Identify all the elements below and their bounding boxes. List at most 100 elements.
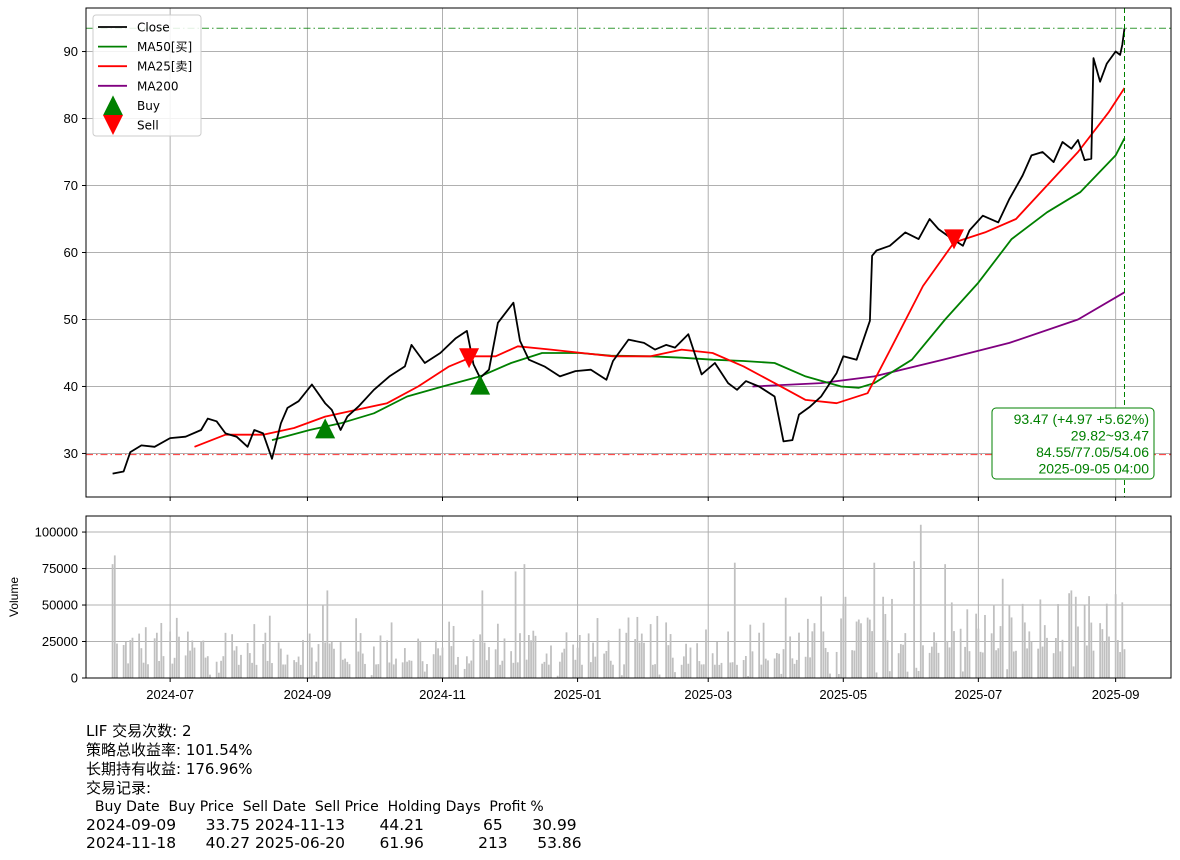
volume-bar xyxy=(589,662,592,678)
volume-bar xyxy=(390,622,393,678)
x-tick-label: 2025-09 xyxy=(1092,687,1140,702)
volume-bar xyxy=(200,641,203,678)
legend-sell-label: Sell xyxy=(137,119,159,133)
volume-bar xyxy=(432,654,435,678)
volume-bar xyxy=(426,664,428,678)
volume-bar xyxy=(618,628,621,678)
volume-bar xyxy=(913,561,916,678)
volume-bar xyxy=(186,631,189,678)
volume-bar xyxy=(202,640,205,678)
volume-bar xyxy=(439,655,442,678)
volume-bar xyxy=(928,652,931,678)
volume-bar xyxy=(184,655,187,678)
volume-bar xyxy=(324,642,327,678)
volume-bar xyxy=(1057,604,1059,678)
volume-bar xyxy=(364,663,366,678)
volume-bar xyxy=(299,664,302,678)
volume-bar xyxy=(454,664,457,678)
volume-bar xyxy=(1119,652,1121,678)
volume-bar xyxy=(603,653,606,678)
volume-bar xyxy=(530,640,532,678)
volume-bar xyxy=(574,659,577,678)
volume-bar xyxy=(576,647,579,678)
volume-bar xyxy=(784,597,787,678)
volume-bar xyxy=(379,635,382,678)
volume-bar xyxy=(1026,648,1028,678)
volume-bar xyxy=(450,646,453,678)
volume-bar xyxy=(1099,623,1102,678)
volume-bar xyxy=(457,656,459,678)
volume-bar xyxy=(344,658,346,678)
volume-y-tick-label: 100000 xyxy=(35,525,78,540)
legend-ma50-label: MA50[买] xyxy=(137,40,192,54)
volume-bar xyxy=(1001,578,1004,678)
volume-bar xyxy=(1105,603,1108,678)
volume-bar xyxy=(1021,603,1024,678)
volume-bar xyxy=(762,622,765,678)
x-tick-label: 2024-07 xyxy=(146,687,194,702)
price-y-tick-label: 60 xyxy=(64,245,78,260)
volume-bar xyxy=(875,672,878,678)
legend-box xyxy=(92,14,202,137)
volume-bar xyxy=(499,664,501,678)
volume-bar xyxy=(835,651,838,678)
volume-bar xyxy=(224,632,227,678)
volume-bar xyxy=(1023,622,1026,678)
volume-y-tick-label: 50000 xyxy=(42,598,78,613)
volume-bar xyxy=(173,657,176,678)
x-tick-label: 2025-01 xyxy=(554,687,602,702)
volume-bar xyxy=(377,664,380,678)
records-title: 交易记录: xyxy=(86,779,152,797)
volume-bar xyxy=(638,642,641,678)
volume-bar xyxy=(206,656,209,678)
volume-bar xyxy=(561,652,563,678)
volume-bar xyxy=(175,617,178,678)
volume-bar xyxy=(1083,605,1086,678)
volume-bar xyxy=(696,643,699,678)
ma200-line xyxy=(752,291,1125,388)
price-y-tick-label: 40 xyxy=(64,379,78,394)
volume-bar xyxy=(410,660,413,678)
volume-bar xyxy=(953,631,955,678)
volume-bar xyxy=(727,631,730,678)
volume-bar xyxy=(233,650,236,678)
volume-bar xyxy=(758,632,761,678)
volume-bar xyxy=(1015,650,1017,678)
price-y-tick-label: 30 xyxy=(64,446,78,461)
volume-bar xyxy=(370,675,373,678)
volume-bar xyxy=(468,663,470,678)
volume-bar xyxy=(623,664,625,678)
volume-bar xyxy=(749,624,752,678)
volume-bar xyxy=(448,621,451,678)
volume-bar xyxy=(328,643,331,678)
volume-bar xyxy=(519,633,521,678)
volume-bar xyxy=(375,664,377,678)
volume-bar xyxy=(333,648,335,678)
volume-bar xyxy=(946,640,949,678)
volume-bar xyxy=(594,656,597,678)
volume-bar xyxy=(935,642,938,678)
volume-bar xyxy=(1043,625,1046,678)
volume-bar xyxy=(654,664,656,678)
volume-bar xyxy=(705,629,707,678)
volume-bar xyxy=(527,635,530,678)
volume-bar xyxy=(581,664,583,678)
volume-bar xyxy=(665,622,668,678)
volume-bar xyxy=(813,623,816,678)
volume-bar xyxy=(733,562,736,678)
price-y-tick-label: 70 xyxy=(64,178,78,193)
trade-row: 2024-09-09 33.75 2024-11-13 44.21 65 30.… xyxy=(86,816,577,834)
volume-bar xyxy=(713,664,716,678)
volume-bar xyxy=(736,664,738,678)
volume-bar xyxy=(501,660,504,678)
volume-bar xyxy=(558,661,561,678)
volume-bar xyxy=(780,673,783,678)
volume-bar xyxy=(1121,602,1124,678)
volume-bar xyxy=(339,642,342,678)
volume-bar xyxy=(295,662,298,678)
volume-bar xyxy=(806,618,809,678)
volume-bar xyxy=(592,642,594,678)
volume-bar xyxy=(729,662,732,678)
price-y-tick-label: 80 xyxy=(64,111,78,126)
volume-bar xyxy=(512,662,515,678)
